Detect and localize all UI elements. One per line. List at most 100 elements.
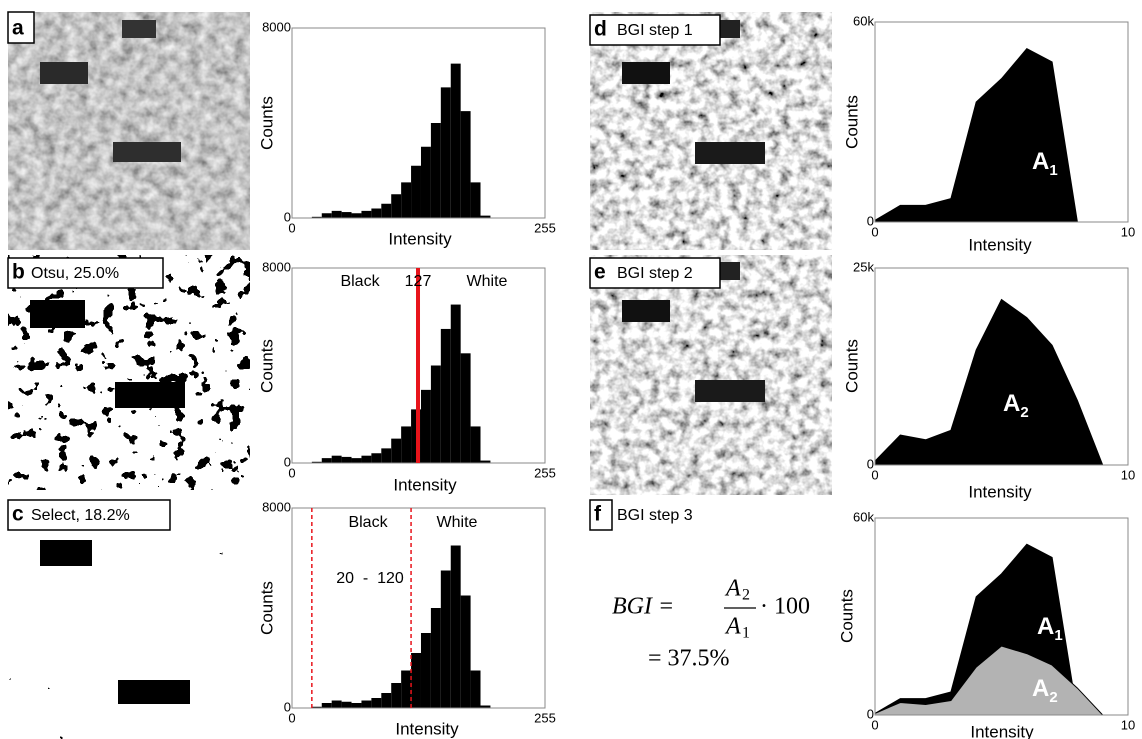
bar [381,448,392,463]
bar [460,111,471,218]
bar [311,706,322,708]
area-label-sub: 1 [1054,627,1062,644]
formula-factor: · 100 [760,594,810,620]
bar [401,426,412,463]
y-axis-label: Counts [257,96,276,150]
area-label: A2 [1032,675,1058,706]
photo-b [8,255,250,490]
bar [331,455,342,463]
formula: BGI = A 2 A 1 · 100 = 37.5% [612,576,810,672]
bar [341,456,352,463]
x-tick-label: 0 [288,710,295,725]
bar [361,700,372,708]
chart: 0 8000 0 255 Intensity Counts 20 - 120 Black Whi… [257,499,555,738]
formula-denominator-sub: 1 [742,625,750,642]
bar [351,458,362,463]
bar [480,460,491,463]
panel-letter: a [12,17,24,40]
x-tick-label: 255 [534,710,556,725]
y-tick-label: 8000 [262,499,291,514]
threshold-label: 127 [405,273,432,290]
panel-label-a: a [7,11,35,44]
x-axis-label: Intensity [968,235,1032,254]
y-axis-label: Counts [842,339,861,393]
y-tick-label: 60k [853,509,874,524]
y-tick-label: 0 [867,706,874,721]
bar [391,194,402,218]
panel-caption: BGI step 1 [617,22,693,39]
plot-frame [291,507,546,709]
bar [470,670,481,708]
region-label: White [437,514,478,531]
x-tick-label: 0 [288,220,295,235]
x-tick-label: 0 [288,465,295,480]
region-label: Black [340,273,380,290]
x-axis-label: Intensity [393,475,457,494]
panel-label-e: e BGI step 2 [589,257,721,289]
area-label: A2 [1003,390,1029,421]
y-tick-label: 60k [853,13,874,28]
photo-c [8,495,250,739]
panel-label-d: d BGI step 1 [589,14,721,46]
bar [341,212,352,218]
area [874,298,1104,466]
bar [351,213,362,218]
bar [440,328,451,463]
bar [321,458,332,463]
panel-caption: Otsu, 25.0% [31,265,119,282]
y-tick-label: 0 [284,209,291,224]
bar [450,545,461,708]
x-axis-label: Intensity [970,722,1034,739]
area-label-sub: 2 [1049,689,1057,706]
panel-letter: c [12,503,24,526]
bar [401,182,412,218]
bar [341,701,352,708]
bar [430,365,441,463]
formula-result: = 37.5% [648,646,730,672]
bar [480,705,491,708]
photo-d [590,12,832,250]
y-tick-label: 0 [284,699,291,714]
bar [361,210,372,218]
bar [420,633,431,708]
panel-letter: b [12,261,25,284]
bar [371,208,382,218]
plot-frame [874,21,1129,223]
bar [480,215,491,218]
bar [430,608,441,708]
chart: 0 8000 0 255 Intensity Counts [257,19,555,248]
bar [401,670,412,708]
bar [391,438,402,463]
y-tick-label: 8000 [262,19,291,34]
range-label: 20 - 120 [336,570,404,587]
y-axis-label: Counts [842,95,861,149]
panel-label-b: b Otsu, 25.0% [7,257,164,289]
bar [460,353,471,463]
area-label: A1 [1037,613,1063,644]
formula-denominator: A [724,614,741,640]
y-tick-label: 8000 [262,259,291,274]
y-tick-label: 0 [284,454,291,469]
x-tick-label: 255 [534,465,556,480]
plot-frame [291,27,546,219]
area [874,48,1078,223]
x-tick-label: 0 [871,717,878,732]
bar [311,461,322,463]
bar [371,698,382,708]
bar [420,389,431,463]
area-label-name: A [1032,148,1049,175]
panel-caption: BGI step 2 [617,265,693,282]
x-tick-label: 10 [1121,224,1135,239]
bar [430,123,441,218]
plot-frame [874,267,1129,466]
bar [450,63,461,218]
formula-numerator: A [724,576,741,602]
bar [371,453,382,463]
panel-letter: d [594,18,607,41]
y-axis-label: Counts [257,581,276,635]
bar [470,426,481,463]
y-tick-label: 0 [867,213,874,228]
bar [331,210,342,218]
bar [420,146,431,218]
